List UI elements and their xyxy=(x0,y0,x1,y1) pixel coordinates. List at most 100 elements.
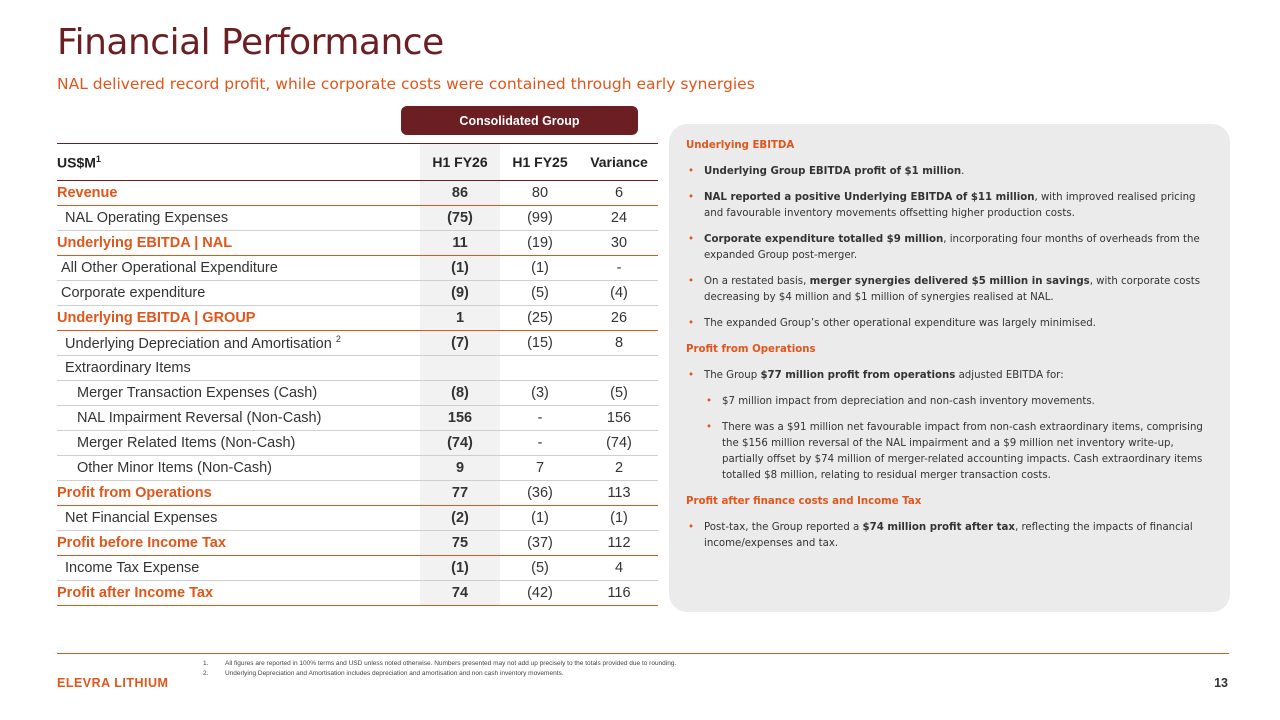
footer-divider xyxy=(57,653,1229,654)
cell: (1) xyxy=(420,555,500,581)
table-row: Extraordinary Items xyxy=(57,355,658,381)
cell: (37) xyxy=(500,530,580,556)
cell: 77 xyxy=(420,480,500,506)
cell: (4) xyxy=(580,280,658,306)
row-label: Merger Related Items (Non-Cash) xyxy=(57,430,420,456)
row-label: Merger Transaction Expenses (Cash) xyxy=(57,380,420,406)
consolidated-group-header: Consolidated Group xyxy=(401,106,638,135)
table-row: Underlying EBITDA | GROUP 1 (25) 26 xyxy=(57,305,658,331)
cell: (1) xyxy=(500,505,580,531)
cell: (1) xyxy=(420,255,500,281)
footnote: 1. All figures are reported in 100% terms… xyxy=(203,660,677,667)
cell: 26 xyxy=(580,305,658,331)
row-label: Profit before Income Tax xyxy=(57,530,420,556)
cell: - xyxy=(580,255,658,281)
table-row: Profit before Income Tax 75 (37) 112 xyxy=(57,530,658,556)
cell: 4 xyxy=(580,555,658,581)
cell: 75 xyxy=(420,530,500,556)
row-label: NAL Operating Expenses xyxy=(57,205,420,231)
cell: (9) xyxy=(420,280,500,306)
page-number: 13 xyxy=(1214,676,1228,690)
row-label: Underlying Depreciation and Amortisation… xyxy=(57,330,420,356)
cell: (15) xyxy=(500,330,580,356)
cell: 156 xyxy=(580,405,658,431)
column-header-h1fy25: H1 FY25 xyxy=(500,143,580,181)
row-label: All Other Operational Expenditure xyxy=(57,255,420,281)
cell xyxy=(420,355,500,381)
cell: - xyxy=(500,405,580,431)
cell xyxy=(580,355,658,381)
cell: (74) xyxy=(420,430,500,456)
cell: (5) xyxy=(580,380,658,406)
cell: 86 xyxy=(420,180,500,206)
section-heading-underlying-ebitda: Underlying EBITDA xyxy=(686,140,795,151)
row-label: Profit after Income Tax xyxy=(57,580,420,606)
bullet-point: The Group $77 million profit from operat… xyxy=(686,368,1216,384)
column-header-variance: Variance xyxy=(580,143,658,181)
row-label: Corporate expenditure xyxy=(57,280,420,306)
column-header-currency: US$M1 xyxy=(57,143,420,181)
cell: 112 xyxy=(580,530,658,556)
column-header-h1fy26: H1 FY26 xyxy=(420,143,500,181)
cell: - xyxy=(500,430,580,456)
footnote: 2. Underlying Depreciation and Amortisati… xyxy=(203,670,564,677)
cell: 9 xyxy=(420,455,500,481)
row-label: Other Minor Items (Non-Cash) xyxy=(57,455,420,481)
table-row: Merger Transaction Expenses (Cash) (8) (3)… xyxy=(57,380,658,406)
cell: (19) xyxy=(500,230,580,256)
section-heading-profit-from-operations: Profit from Operations xyxy=(686,344,816,355)
cell: 30 xyxy=(580,230,658,256)
cell: 113 xyxy=(580,480,658,506)
table-row: Income Tax Expense (1) (5) 4 xyxy=(57,555,658,581)
table-header-row: US$M1 H1 FY26 H1 FY25 Variance xyxy=(57,143,658,181)
table-row: Merger Related Items (Non-Cash) (74) - (74) xyxy=(57,430,658,456)
bullet-point: Underlying Group EBITDA profit of $1 mil… xyxy=(686,164,1216,180)
table-row: Profit from Operations 77 (36) 113 xyxy=(57,480,658,506)
table-row: Other Minor Items (Non-Cash) 9 7 2 xyxy=(57,455,658,481)
cell: 2 xyxy=(580,455,658,481)
page-subtitle: NAL delivered record profit, while corpo… xyxy=(57,75,755,93)
cell: (25) xyxy=(500,305,580,331)
section-heading-profit-after-tax: Profit after finance costs and Income Ta… xyxy=(686,496,922,507)
cell: 156 xyxy=(420,405,500,431)
cell: (75) xyxy=(420,205,500,231)
cell: 6 xyxy=(580,180,658,206)
cell: (7) xyxy=(420,330,500,356)
cell: (99) xyxy=(500,205,580,231)
bullet-point: NAL reported a positive Underlying EBITD… xyxy=(686,190,1216,222)
table-row: NAL Operating Expenses (75) (99) 24 xyxy=(57,205,658,231)
bullet-point: The expanded Group’s other operational e… xyxy=(686,316,1216,332)
table-row: Corporate expenditure (9) (5) (4) xyxy=(57,280,658,306)
bullet-point: Corporate expenditure totalled $9 millio… xyxy=(686,232,1216,264)
row-label: Revenue xyxy=(57,180,420,206)
cell: (74) xyxy=(580,430,658,456)
cell: (2) xyxy=(420,505,500,531)
cell: (5) xyxy=(500,280,580,306)
financial-table: US$M1 H1 FY26 H1 FY25 Variance Revenue 86… xyxy=(57,143,658,606)
cell: 24 xyxy=(580,205,658,231)
table-row: Underlying EBITDA | NAL 11 (19) 30 xyxy=(57,230,658,256)
cell: 11 xyxy=(420,230,500,256)
cell: (1) xyxy=(580,505,658,531)
table-row: Net Financial Expenses (2) (1) (1) xyxy=(57,505,658,531)
footnotes: 1. All figures are reported in 100% terms… xyxy=(203,659,676,679)
page-title: Financial Performance xyxy=(57,22,444,63)
cell xyxy=(500,355,580,381)
sub-bullet-point: $7 million impact from depreciation and … xyxy=(686,394,1216,410)
commentary-content: Underlying EBITDA Underlying Group EBITD… xyxy=(686,138,1216,562)
cell: 1 xyxy=(420,305,500,331)
cell: 74 xyxy=(420,580,500,606)
cell: 8 xyxy=(580,330,658,356)
table-row: Underlying Depreciation and Amortisation… xyxy=(57,330,658,356)
cell: 7 xyxy=(500,455,580,481)
table-row: All Other Operational Expenditure (1) (1) - xyxy=(57,255,658,281)
row-label: Net Financial Expenses xyxy=(57,505,420,531)
table-row: Revenue 86 80 6 xyxy=(57,180,658,206)
table-row: NAL Impairment Reversal (Non-Cash) 156-15… xyxy=(57,405,658,431)
bullet-point: Post-tax, the Group reported a $74 milli… xyxy=(686,520,1216,552)
bullet-point: On a restated basis, merger synergies de… xyxy=(686,274,1216,306)
row-label: Extraordinary Items xyxy=(57,355,420,381)
brand-logo-text: ELEVRA LITHIUM xyxy=(57,676,169,690)
cell: (42) xyxy=(500,580,580,606)
row-label: Income Tax Expense xyxy=(57,555,420,581)
